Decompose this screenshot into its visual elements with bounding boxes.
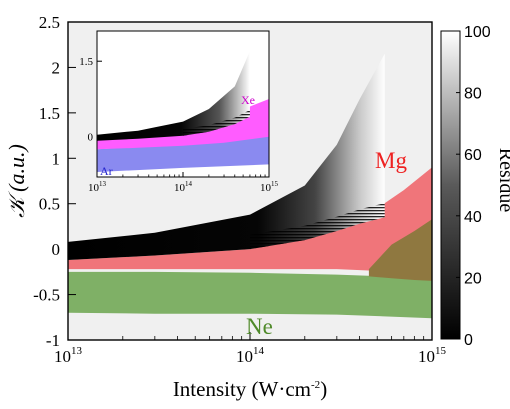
colorbar-tick-label: 100: [464, 24, 491, 41]
colorbar-tick-label: 60: [464, 147, 482, 164]
y-tick-label: -0.5: [33, 286, 60, 305]
inset-y-tick-label: 0: [88, 132, 94, 144]
colorbar-tick-label: 80: [464, 86, 482, 103]
series-label-ne: Ne: [246, 314, 273, 339]
y-tick-label: 2.5: [39, 13, 60, 32]
hatch-overlap: [250, 203, 385, 250]
x-tick-label: 1015: [418, 345, 447, 366]
y-tick-label: 0: [52, 240, 61, 259]
inset-series-group: [97, 51, 269, 172]
inset-y-tick-label: 1.5: [79, 56, 93, 68]
y-tick-label: 1.5: [39, 104, 60, 123]
series-label-ar: Ar: [100, 164, 113, 178]
x-axis-label: Intensity (W·cm-2): [173, 377, 327, 401]
x-tick-label: 1014: [236, 345, 265, 366]
inset-x-tick-label: 1015: [260, 180, 279, 194]
series-label-xe: Xe: [241, 93, 255, 107]
series-label-mg: Mg: [375, 148, 407, 173]
y-axis-label: 𝒦 (a.u.): [4, 144, 29, 218]
y-tick-label: 2: [52, 58, 61, 77]
colorbar-tick-label: 0: [464, 332, 473, 349]
band-mg: [68, 167, 432, 275]
main-axes: 1013 1014 1015 -1 -0.5 0 0.5 1 1.5 2 2.5: [33, 13, 446, 366]
inset-hatch-overlap: [183, 110, 250, 136]
colorbar: [440, 30, 461, 340]
colorbar-tick-label: 20: [464, 270, 482, 287]
band-ne: [68, 271, 432, 319]
colorbar-ticks: 0 20 40 60 80 100: [456, 24, 491, 349]
y-tick-label: 1: [52, 149, 61, 168]
colorbar-label: Residue: [495, 148, 510, 213]
band-mg-overlap: [368, 219, 432, 281]
inset-x-tick-label: 1013: [88, 180, 107, 194]
band-residue-map: [68, 53, 385, 260]
main-series-group: [68, 53, 432, 319]
y-tick-label: -1: [46, 331, 60, 350]
y-tick-label: 0.5: [39, 195, 60, 214]
inset-axes: 1013 1014 1015 0 1.5: [79, 56, 278, 194]
colorbar-tick-label: 40: [464, 209, 482, 226]
x-tick-label: 1013: [54, 345, 83, 366]
inset-band-residue-map: [97, 51, 250, 141]
inset-x-tick-label: 1014: [174, 180, 193, 194]
